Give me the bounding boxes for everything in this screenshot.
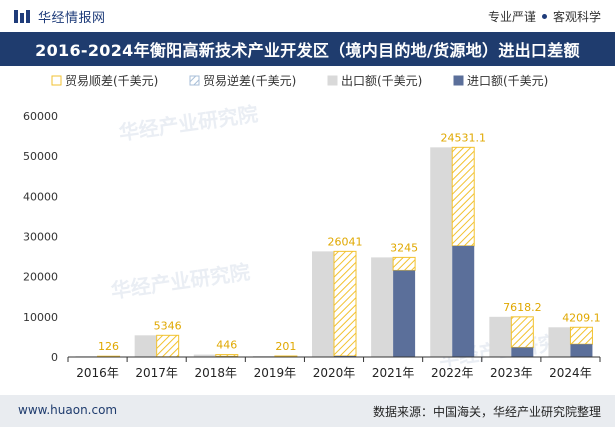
import-bar [393,270,416,357]
y-tick-label: 30000 [23,231,58,244]
x-tick-label: 2022年 [431,366,474,380]
export-bar [193,354,216,357]
data-labels: 126 5346 446 201 26041 3245 24531.1 7618.2 4209.… [98,131,601,353]
title-bar: 2016-2024年衡阳高新技术产业开发区（境内目的地/货源地）进出口差额 [0,32,615,66]
legend: 贸易顺差(千美元) 贸易逆差(千美元) 出口额(千美元) 进口额(千美元) [51,73,548,88]
y-tick-label: 50000 [23,150,58,163]
legend-label-0: 贸易顺差(千美元) [65,74,158,88]
watermark-text: 华经产业研究院 [117,102,259,145]
import-bar [334,355,356,357]
surplus-bar [510,316,534,348]
x-tick-label: 2018年 [195,366,238,380]
chart-area: 华经产业研究院华经产业研究院华经产业研究院 贸易顺差(千美元)贸易逆差(千美元)… [23,73,601,380]
export-bar [430,147,453,357]
legend-swatch-0 [51,75,62,86]
data-label: 24531.1 [440,131,486,144]
export-bar [252,355,275,357]
tag-professional: 专业严谨 [487,10,536,24]
x-tick-label: 2016年 [76,366,119,380]
x-tick-label: 2024年 [549,366,592,380]
legend-swatch-2 [327,75,338,86]
export-bar [489,316,512,357]
surplus-bar [451,146,475,247]
dot-separator [541,14,547,19]
y-tick-label: 0 [51,351,58,364]
y-axis: 0 10000 20000 30000 40000 50000 60000 [23,110,58,364]
chart-title: 2016-2024年衡阳高新技术产业开发区（境内目的地/货源地）进出口差额 [35,41,580,60]
import-bar [511,347,534,357]
data-label: 26041 [328,235,363,248]
legend-label-1: 贸易逆差(千美元) [203,73,296,88]
y-tick-label: 10000 [23,311,58,324]
data-label: 446 [216,339,237,352]
tag-objective: 客观科学 [552,10,601,24]
y-tick-label: 60000 [23,110,58,123]
x-tick-label: 2023年 [490,366,533,380]
import-bar [570,344,593,357]
export-bar [134,335,157,357]
export-bar [312,251,334,357]
legend-swatch-3 [453,75,464,86]
y-tick-label: 20000 [23,271,58,284]
data-source: 数据来源：中国海关，华经产业研究院整理 [372,405,601,419]
data-label: 4209.1 [562,311,601,324]
x-tick-label: 2019年 [254,366,297,380]
bars [75,146,593,358]
surplus-bar [215,354,239,357]
x-tick-label: 2017年 [135,366,178,380]
export-bar [371,257,394,357]
legend-label-3: 进口额(千美元) [467,74,548,88]
data-label: 7618.2 [503,301,542,314]
huajing-logo-icon [14,10,30,23]
data-label: 126 [98,340,119,353]
surplus-bar [569,326,593,345]
data-label: 3245 [390,241,418,254]
export-bar [548,327,571,357]
legend-swatch-1 [189,75,200,86]
surplus-bar [333,250,357,357]
data-label: 5346 [154,319,182,332]
top-bar: 华经情报网 专业严谨 客观科学 [0,0,615,32]
brand-name: 华经情报网 [38,11,106,26]
import-bar [452,245,475,357]
bottom-bar: www.huaon.com 数据来源：中国海关，华经产业研究院整理 [0,395,615,427]
x-tick-label: 2020年 [313,366,356,380]
x-tick-label: 2021年 [372,366,415,380]
legend-label-2: 出口额(千美元) [341,74,422,88]
surplus-bar [392,256,416,271]
x-axis: 2016年 2017年 2018年 2019年 2020年 2021年 2022年 2023年… [67,356,601,380]
watermark-text: 华经产业研究院 [109,260,251,303]
surplus-bar [156,334,180,358]
y-tick-label: 40000 [23,190,58,203]
site-url: www.huaon.com [18,403,118,417]
slogan-tags: 专业严谨 客观科学 [488,8,601,25]
data-label: 201 [275,340,296,353]
